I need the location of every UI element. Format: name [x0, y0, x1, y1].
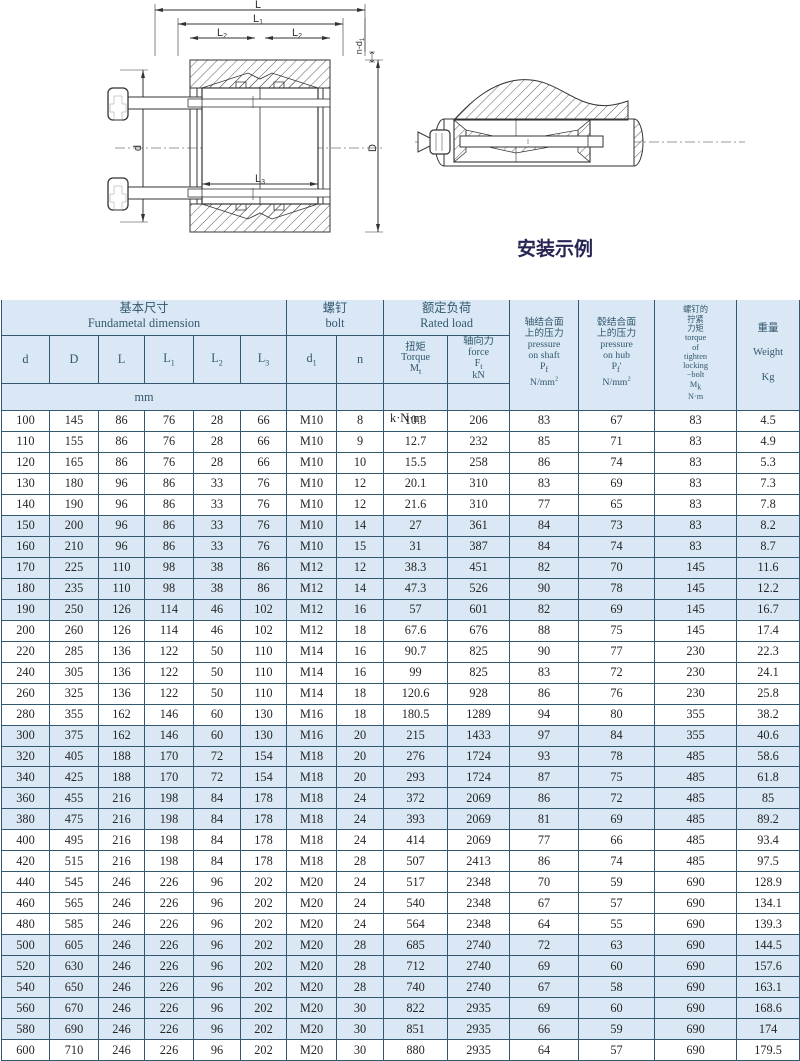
svg-text:D: D — [367, 144, 379, 152]
svg-text:安装示例: 安装示例 — [517, 237, 593, 260]
svg-text:d: d — [132, 145, 144, 151]
svg-text:L: L — [255, 0, 261, 11]
